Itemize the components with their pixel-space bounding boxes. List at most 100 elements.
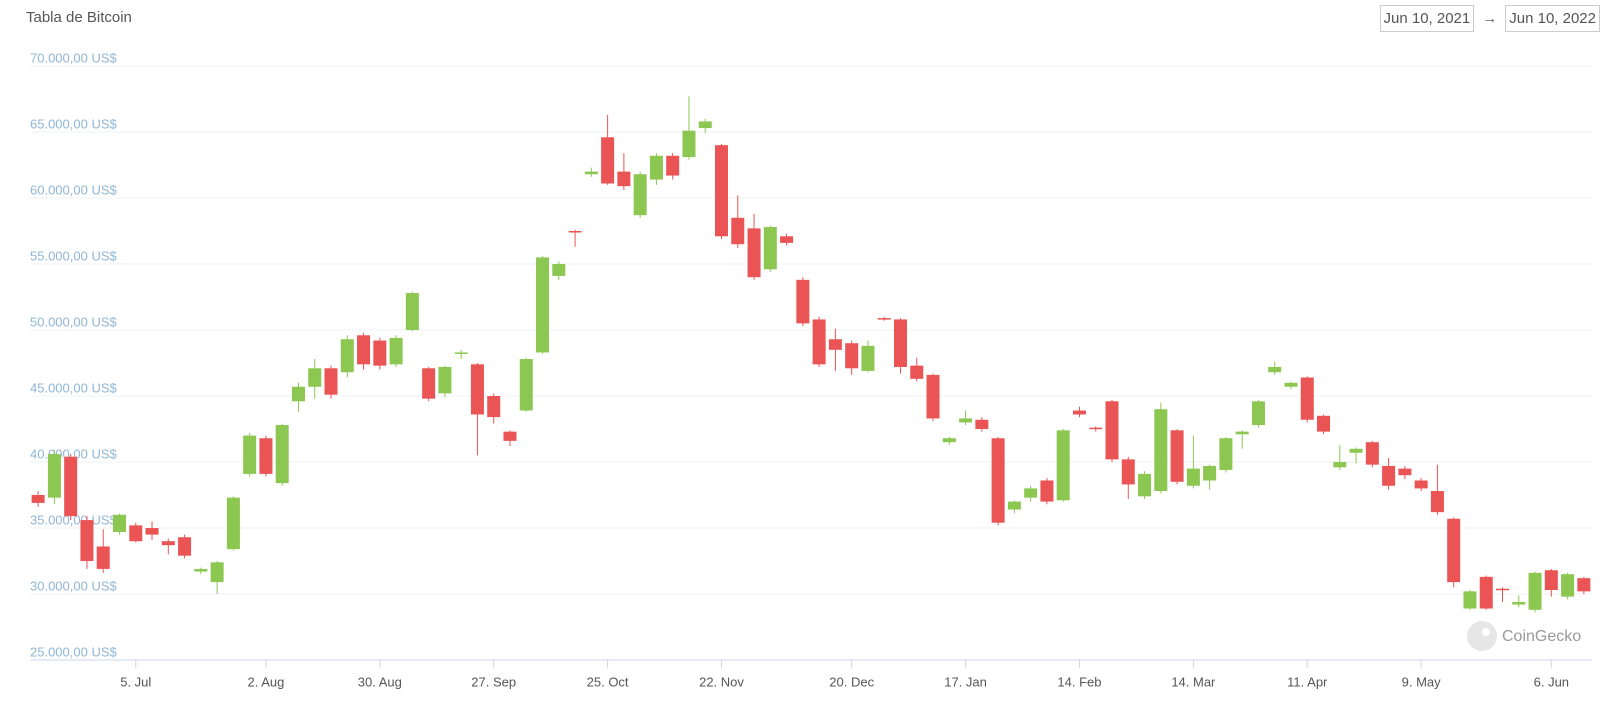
candle-body (340, 339, 354, 373)
y-tick-label: 30.000,00 US$ (30, 578, 118, 593)
candle-body (1089, 427, 1103, 430)
candle-body (1186, 468, 1200, 486)
candle-body (584, 171, 598, 175)
candle-body (1382, 465, 1396, 486)
candle-body (145, 528, 159, 535)
candle-body (308, 368, 322, 387)
candle-body (80, 520, 94, 561)
date-from[interactable]: Jun 10, 2021 (1379, 5, 1475, 32)
candle-body (324, 368, 338, 395)
candle-body (1072, 410, 1086, 415)
candle-body (698, 121, 712, 129)
candle-body (568, 231, 582, 233)
candle-body (617, 171, 631, 187)
candle-body (715, 145, 729, 237)
candle-body (275, 425, 289, 484)
candle-body (47, 454, 61, 498)
candle-body (1561, 574, 1575, 597)
candle-body (1138, 473, 1152, 497)
watermark-logo-eye (1482, 628, 1490, 636)
candle-body (601, 137, 615, 184)
y-tick-label: 35.000,00 US$ (30, 512, 118, 527)
candle-body (96, 546, 110, 569)
candle-body (503, 431, 517, 441)
x-tick-label: 17. Jan (944, 674, 987, 689)
candle-body (1333, 462, 1347, 468)
candle-body (1056, 430, 1070, 501)
candle-body (812, 319, 826, 365)
x-tick-label: 5. Jul (120, 674, 151, 689)
candle-body (780, 236, 794, 243)
x-tick-label: 9. May (1402, 674, 1442, 689)
candle-body (1349, 448, 1363, 453)
candle-body (747, 228, 761, 278)
candle-body (129, 525, 143, 542)
candle-body (942, 438, 956, 443)
watermark: CoinGecko (1467, 621, 1581, 651)
candle-body (861, 345, 875, 371)
candle-body (828, 339, 842, 350)
candle-body (519, 359, 533, 411)
candle-body (389, 337, 403, 365)
range-separator: → (1482, 10, 1498, 27)
x-tick-label: 2. Aug (247, 674, 284, 689)
candle-body (454, 352, 468, 354)
candle-body (1040, 480, 1054, 502)
candle-body (31, 495, 45, 503)
candle-body (845, 343, 859, 369)
candle-body (1007, 501, 1021, 510)
candle-body (487, 396, 501, 418)
x-tick-label: 25. Oct (587, 674, 629, 689)
candle-body (1121, 459, 1135, 485)
candle-body (470, 364, 484, 415)
candle-body (1577, 578, 1591, 592)
candle-body (291, 386, 305, 402)
candle-body (373, 340, 387, 366)
y-tick-label: 60.000,00 US$ (30, 182, 118, 197)
candle-body (422, 368, 436, 399)
candle-body (1284, 382, 1298, 387)
candle-body (112, 514, 126, 532)
y-tick-label: 55.000,00 US$ (30, 248, 118, 263)
candle-body (405, 293, 419, 330)
candle-body (926, 374, 940, 419)
date-to[interactable]: Jun 10, 2022 (1505, 5, 1600, 32)
x-tick-label: 27. Sep (471, 674, 516, 689)
candle-body (1398, 468, 1412, 476)
x-tick-label: 22. Nov (699, 674, 744, 689)
candle-body (1170, 430, 1184, 482)
candle-body (959, 418, 973, 423)
candle-body (1479, 576, 1493, 609)
candle-body (226, 497, 240, 550)
y-tick-label: 65.000,00 US$ (30, 116, 118, 131)
candle-body (1154, 409, 1168, 492)
candle-body (1105, 401, 1119, 460)
candle-body (1300, 377, 1314, 420)
candle-body (633, 174, 647, 216)
y-tick-label: 45.000,00 US$ (30, 380, 118, 395)
x-tick-label: 14. Mar (1171, 674, 1216, 689)
candle-body (991, 438, 1005, 523)
candle-body (975, 419, 989, 429)
candle-body (763, 227, 777, 270)
x-tick-label: 14. Feb (1057, 674, 1101, 689)
candle-body (893, 319, 907, 367)
candle-body (1463, 591, 1477, 609)
candle-body (1268, 366, 1282, 373)
candle-body (1024, 488, 1038, 498)
candle-body (1414, 480, 1428, 489)
candle-body (552, 264, 566, 276)
candle-body (649, 155, 663, 180)
candle-body (1430, 491, 1444, 513)
x-tick-label: 6. Jun (1534, 674, 1569, 689)
candle-body (1496, 588, 1510, 591)
candle-body (731, 217, 745, 245)
candle-body (357, 335, 371, 365)
candle-body (796, 279, 810, 324)
candle-body (161, 541, 175, 546)
candle-body (1544, 570, 1558, 591)
candle-body (877, 318, 891, 320)
plot: 25.000,00 US$ 30.000,00 US$ 35.000,00 US$ 4… (30, 50, 1592, 689)
x-tick-label: 11. Apr (1287, 674, 1328, 689)
